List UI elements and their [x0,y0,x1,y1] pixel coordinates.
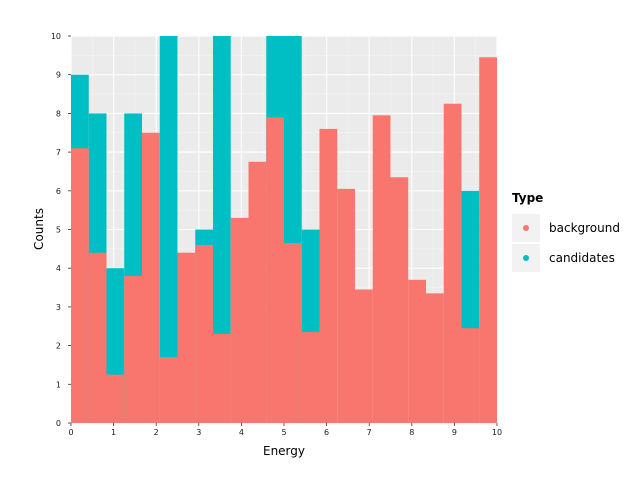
background-bar [461,328,480,423]
legend-label-candidates: candidates [549,251,615,265]
x-tick-label: 3 [196,428,201,437]
y-tick-label: 4 [56,264,61,273]
legend: Type background candidates [512,191,620,272]
x-tick-label: 1 [111,428,116,437]
background-bar [195,244,213,423]
x-tick-label: 9 [452,428,457,437]
x-tick-label: 6 [324,428,329,437]
y-tick-label: 7 [56,148,61,157]
background-bars [71,57,497,424]
background-bar [248,161,267,423]
x-tick-label: 7 [367,428,372,437]
background-bar [142,132,160,423]
candidates-bar [212,36,231,423]
legend-key-candidates-dot [523,255,529,261]
x-tick-label: 10 [492,428,502,437]
y-tick-label: 1 [56,380,61,389]
candidates-bar [159,36,178,423]
background-bar [479,57,497,423]
y-tick-label: 10 [51,32,61,41]
x-tick-label: 4 [239,428,244,437]
legend-key-background-dot [523,225,529,231]
background-bar [266,117,284,424]
background-bar [390,177,409,423]
y-tick-label: 9 [56,71,61,80]
background-bar [355,289,373,423]
background-bar [88,252,107,423]
background-bar [230,217,249,423]
background-bar [425,293,444,423]
background-bar [372,115,391,424]
y-tick-label: 2 [56,342,61,351]
y-axis-title: Counts [32,208,46,250]
background-bar [106,374,125,423]
background-bar [177,252,196,423]
background-bar [408,279,426,423]
background-bar [301,332,320,423]
y-tick-label: 5 [56,226,61,235]
y-axis-ticks: 0 1 2 3 4 5 6 7 8 9 10 [51,32,71,428]
y-tick-label: 3 [56,303,61,312]
x-tick-label: 8 [409,428,414,437]
legend-label-background: background [549,221,620,235]
x-axis-ticks: 0 1 2 3 4 5 6 7 8 9 10 [68,423,502,437]
y-tick-label: 8 [56,109,61,118]
background-bar [284,243,302,423]
background-bar [443,103,462,423]
background-bar [124,275,143,423]
background-bar [337,188,356,423]
x-tick-label: 2 [154,428,159,437]
background-bar [71,148,89,424]
x-tick-label: 5 [281,428,286,437]
background-bar [159,357,178,423]
legend-title: Type [512,191,543,205]
background-bar [319,128,338,423]
y-tick-label: 6 [56,187,61,196]
x-tick-label: 0 [68,428,73,437]
x-axis-title: Energy [263,444,305,458]
background-bar [212,333,231,423]
y-tick-label: 0 [56,419,61,428]
